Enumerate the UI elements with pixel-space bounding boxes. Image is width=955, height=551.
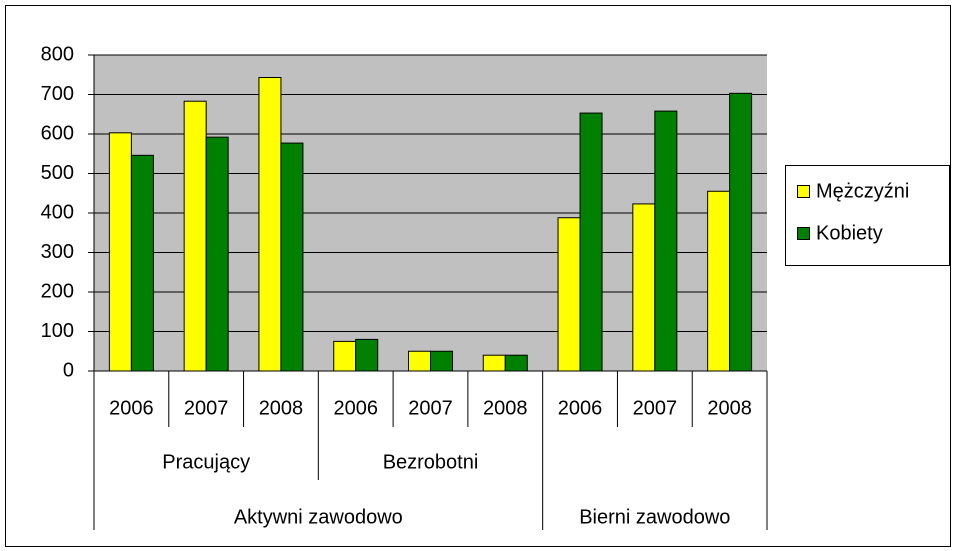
bar [654,110,678,372]
bar [280,142,304,372]
y-tick-label: 100 [41,320,74,342]
bar [579,112,603,372]
subgroup-label: Pracujący [162,451,250,473]
x-tick-label: 2007 [633,397,678,419]
y-tick-label: 700 [41,83,74,105]
bar [258,77,282,372]
bar [557,217,581,372]
x-tick-label: 2007 [408,397,453,419]
legend-swatch [797,227,810,240]
x-tick-label: 2006 [558,397,603,419]
x-tick-label: 2006 [333,397,378,419]
x-tick-label: 2006 [109,397,154,419]
bar [707,190,731,372]
bar [632,203,656,372]
y-tick-label: 800 [41,43,74,65]
x-tick-label: 2008 [483,397,528,419]
bar [183,100,207,372]
legend [785,165,950,266]
x-tick-label: 2007 [184,397,229,419]
bar [205,136,229,372]
bar [355,338,379,372]
bar [130,154,154,372]
bar [482,354,506,372]
bar [430,350,453,372]
subgroup-label: Bezrobotni [383,451,479,473]
legend-swatch [797,185,810,198]
y-tick-label: 600 [41,122,74,144]
x-tick-label: 2008 [707,397,752,419]
y-tick-label: 500 [41,162,74,184]
bar [408,350,431,372]
x-tick-label: 2008 [259,397,304,419]
bar [108,132,132,372]
group-label: Bierni zawodowo [579,506,730,528]
legend-label: Mężczyźni [816,180,909,202]
y-tick-label: 400 [41,201,74,223]
bar [504,354,528,372]
bar [333,340,357,372]
bar [729,92,753,372]
y-tick-label: 200 [41,280,74,302]
y-tick-label: 300 [41,241,74,263]
legend-label: Kobiety [816,222,883,244]
group-label: Aktywni zawodowo [234,506,403,528]
y-tick-label: 0 [63,359,74,381]
